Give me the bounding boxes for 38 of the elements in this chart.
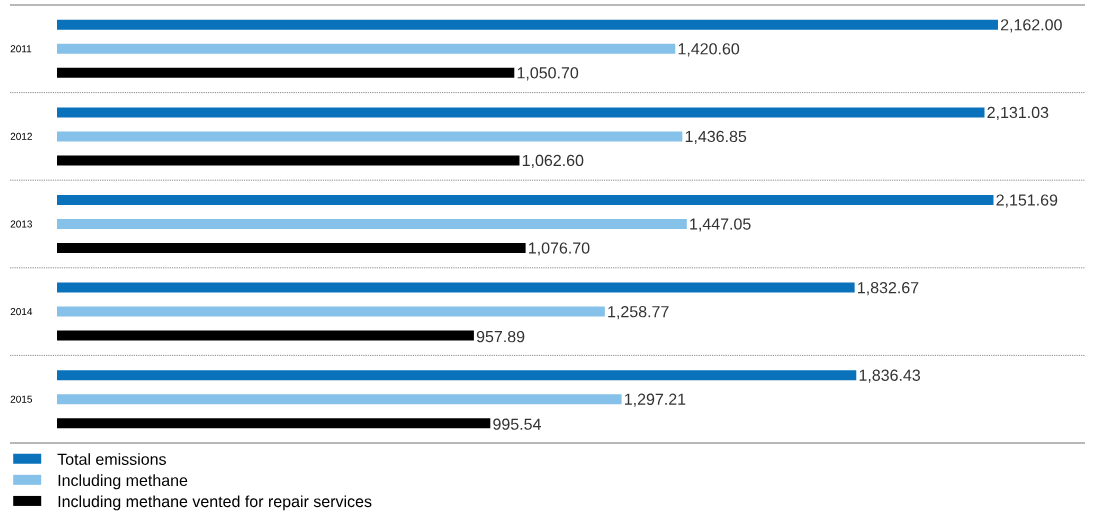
data-label: 1,832.67 <box>858 282 919 296</box>
bar <box>57 195 994 205</box>
bar <box>57 67 515 78</box>
legend-label: Including methane vented for repair services <box>58 495 372 511</box>
y-tick-label: 2015 <box>10 395 33 403</box>
data-label: 1,062.60 <box>522 154 584 168</box>
bar <box>57 243 526 253</box>
bar <box>57 418 491 429</box>
data-label: 1,436.85 <box>685 130 747 144</box>
bar <box>57 107 985 118</box>
data-label: 995.54 <box>493 418 541 430</box>
bar <box>57 282 855 293</box>
bar <box>57 306 605 317</box>
bar <box>57 394 622 405</box>
bar <box>57 43 676 54</box>
data-label: 2,151.69 <box>996 194 1058 208</box>
legend-label: Including methane <box>58 474 188 490</box>
bar <box>57 155 520 166</box>
bar <box>57 19 998 30</box>
y-tick-label: 2012 <box>10 132 32 140</box>
y-tick-label: 2014 <box>10 308 33 316</box>
data-label: 2,131.03 <box>987 106 1049 120</box>
bar <box>57 330 474 341</box>
y-tick-label: 2013 <box>10 220 33 228</box>
bar <box>57 131 683 142</box>
y-tick-label: 2011 <box>10 45 32 53</box>
data-label: 1,050.70 <box>517 67 579 81</box>
data-label: 1,258.77 <box>608 306 669 320</box>
data-label: 1,076.70 <box>529 242 590 256</box>
bar <box>57 219 687 229</box>
data-label: 1,420.60 <box>678 43 740 57</box>
data-label: 1,297.21 <box>625 393 686 407</box>
data-label: 1,836.43 <box>859 369 921 383</box>
legend-label: Total emissions <box>57 453 166 465</box>
data-label: 2,162.00 <box>1000 19 1062 33</box>
bar <box>57 370 857 381</box>
data-label: 1,447.05 <box>690 218 751 232</box>
data-label: 957.89 <box>476 330 525 343</box>
